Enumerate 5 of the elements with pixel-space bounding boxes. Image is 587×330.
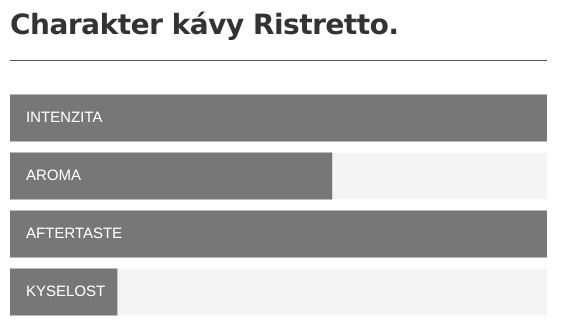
y-tick-label: KYSELOST (26, 283, 106, 300)
y-tick-label: AROMA (26, 167, 82, 184)
y-tick-label: INTENZITA (26, 109, 102, 126)
chart-title: Charakter kávy Ristretto. (10, 8, 399, 41)
y-tick-label: AFTERTASTE (26, 225, 122, 242)
